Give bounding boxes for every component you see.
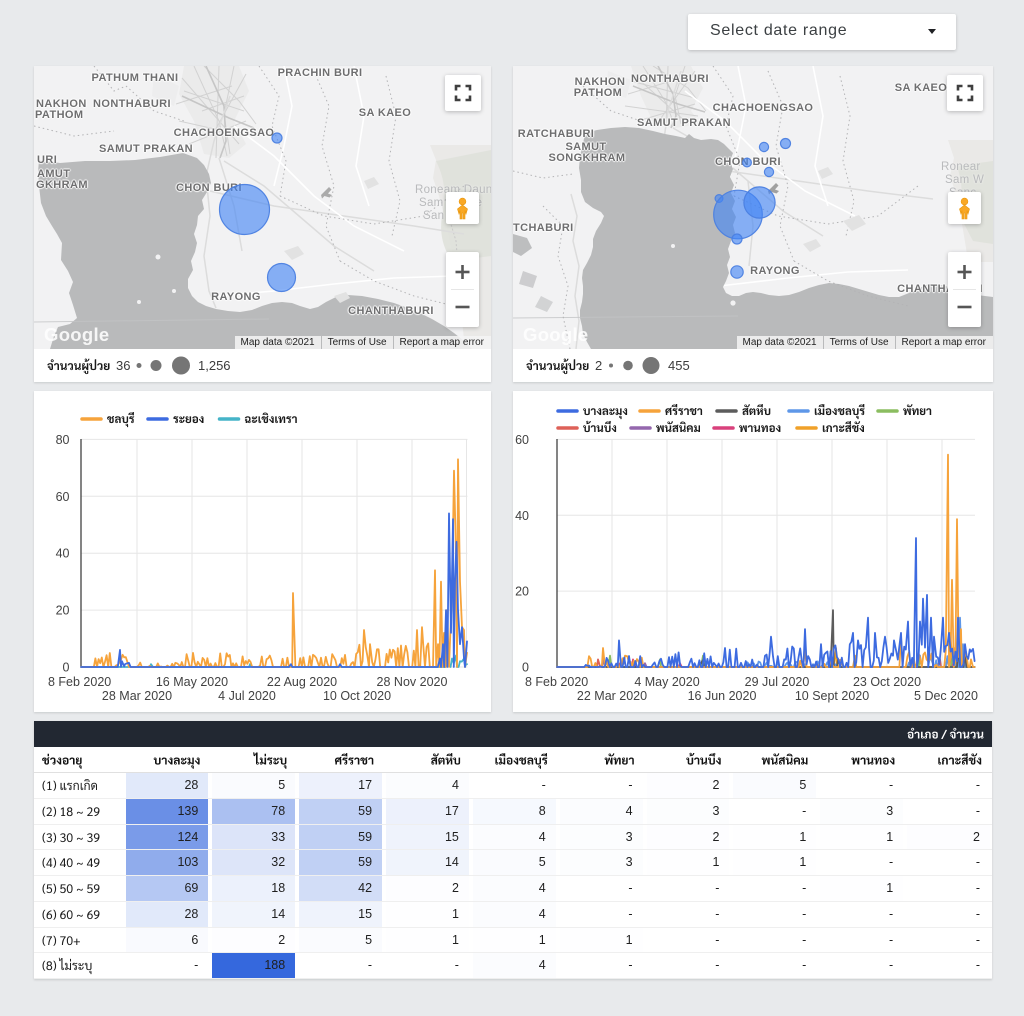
svg-text:28 Mar 2020: 28 Mar 2020 xyxy=(102,689,172,703)
svg-text:20: 20 xyxy=(56,604,70,618)
svg-text:0: 0 xyxy=(522,661,529,675)
svg-text:23 Oct 2020: 23 Oct 2020 xyxy=(853,675,921,689)
svg-text:40: 40 xyxy=(515,509,529,523)
svg-text:0: 0 xyxy=(63,661,70,675)
svg-text:8 Feb 2020: 8 Feb 2020 xyxy=(48,675,111,689)
svg-text:60: 60 xyxy=(515,433,529,447)
svg-text:2: 2 xyxy=(595,358,602,373)
svg-text:8 Feb 2020: 8 Feb 2020 xyxy=(525,675,588,689)
svg-text:36: 36 xyxy=(116,358,130,373)
svg-text:10 Oct 2020: 10 Oct 2020 xyxy=(323,689,391,703)
svg-text:29 Jul 2020: 29 Jul 2020 xyxy=(745,675,810,689)
svg-text:22 Mar 2020: 22 Mar 2020 xyxy=(577,689,647,703)
svg-text:20: 20 xyxy=(515,585,529,599)
svg-text:22 Aug 2020: 22 Aug 2020 xyxy=(267,675,337,689)
svg-text:60: 60 xyxy=(56,490,70,504)
svg-text:16 Jun 2020: 16 Jun 2020 xyxy=(688,689,757,703)
svg-text:5 Dec 2020: 5 Dec 2020 xyxy=(914,689,978,703)
svg-text:4 Jul 2020: 4 Jul 2020 xyxy=(218,689,276,703)
svg-text:80: 80 xyxy=(56,433,70,447)
svg-text:16 May 2020: 16 May 2020 xyxy=(156,675,228,689)
svg-text:1,256: 1,256 xyxy=(198,358,231,373)
svg-text:455: 455 xyxy=(668,358,690,373)
svg-text:4 May 2020: 4 May 2020 xyxy=(634,675,699,689)
svg-text:40: 40 xyxy=(56,547,70,561)
svg-text:28 Nov 2020: 28 Nov 2020 xyxy=(377,675,448,689)
svg-text:10 Sept 2020: 10 Sept 2020 xyxy=(795,689,869,703)
